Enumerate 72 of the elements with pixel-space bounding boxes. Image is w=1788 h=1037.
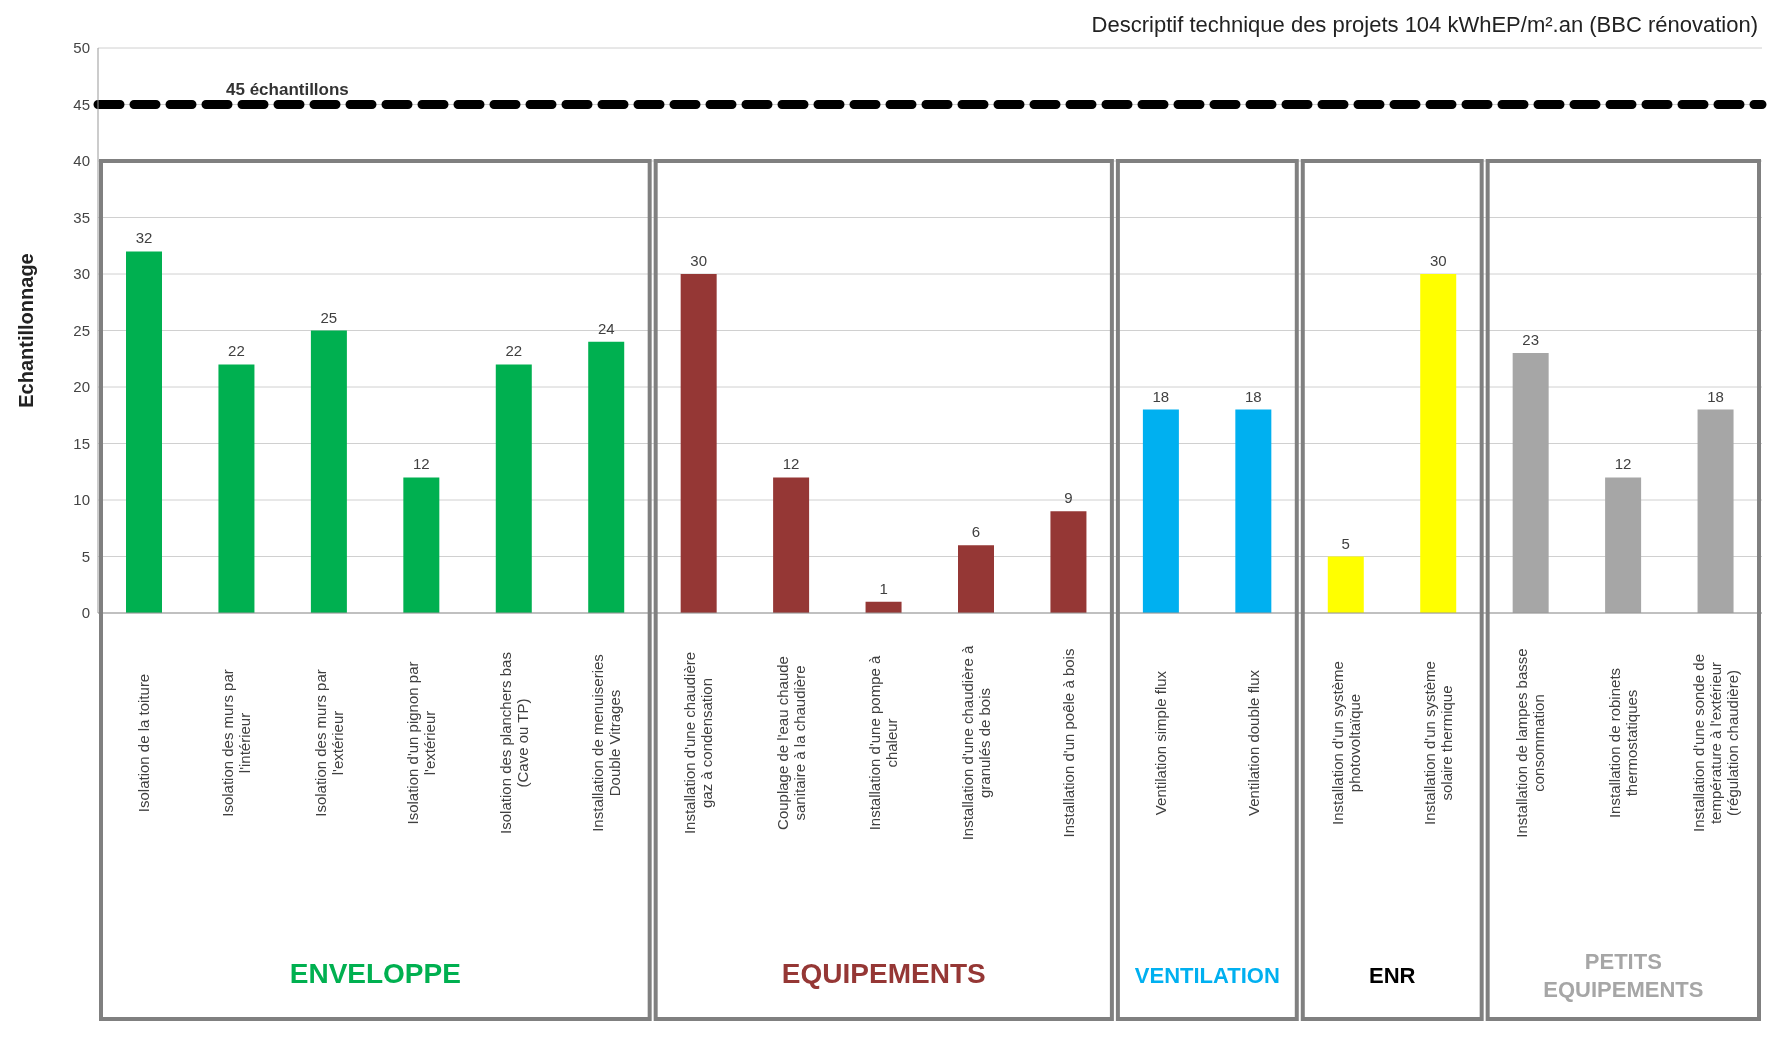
y-tick-label: 35 bbox=[73, 208, 90, 226]
data-label: 30 bbox=[690, 252, 708, 269]
y-tick-label: 40 bbox=[73, 152, 90, 170]
data-label: 6 bbox=[971, 523, 981, 541]
text: VENTILATION bbox=[1134, 963, 1280, 988]
bar bbox=[1697, 409, 1734, 613]
data-label: 18 bbox=[1707, 387, 1724, 405]
bar bbox=[310, 330, 347, 613]
y-tick-label: 15 bbox=[73, 434, 90, 452]
x-tick-label: Installation d'une pompe à chaleur bbox=[866, 655, 901, 831]
bar bbox=[495, 364, 532, 613]
text: EQUIPEMENTS bbox=[781, 958, 986, 989]
data-label: 25 bbox=[320, 308, 338, 326]
bar bbox=[1420, 274, 1457, 613]
data-label: 9 bbox=[1064, 489, 1073, 507]
data-label: 1 bbox=[879, 579, 888, 597]
bar bbox=[1050, 511, 1087, 613]
x-tick-label: Installation de lampes basse consommation bbox=[1513, 648, 1548, 838]
y-tick-label: 45 bbox=[73, 95, 90, 113]
y-tick-label: 25 bbox=[73, 321, 90, 339]
x-tick-label: Isolation des murs par l'intérieur bbox=[219, 669, 254, 817]
ref-line-label: 45 échantillons bbox=[226, 79, 349, 99]
text: ENVELOPPE bbox=[289, 958, 461, 989]
bar bbox=[588, 341, 625, 613]
bar bbox=[680, 274, 717, 613]
data-label: 18 bbox=[1244, 387, 1262, 405]
bar bbox=[403, 477, 440, 613]
y-axis-title: Echantillonnage bbox=[15, 253, 38, 408]
x-tick-label: Installation de robinets thermostatiques bbox=[1605, 667, 1640, 819]
text: ENR bbox=[1369, 963, 1416, 988]
y-tick-label: 30 bbox=[73, 265, 90, 283]
x-tick-label: Installation d'une chaudière gaz à condensation bbox=[681, 651, 716, 835]
y-tick-label: 20 bbox=[73, 378, 90, 396]
x-tick-label: Installation d'un système solaire thermique bbox=[1420, 661, 1455, 825]
bar bbox=[1327, 556, 1364, 613]
x-tick-label: Isolation d'un pignon par l'extérieur bbox=[404, 661, 439, 825]
y-tick-label: 50 bbox=[73, 39, 90, 57]
data-label: 30 bbox=[1429, 252, 1447, 269]
data-label: 12 bbox=[782, 455, 800, 473]
x-tick-label: Installation d'une chaudière à granulés de bois bbox=[958, 645, 993, 841]
bar bbox=[218, 364, 255, 613]
x-tick-label: Isolation de la toiture bbox=[135, 673, 153, 813]
bar bbox=[1605, 477, 1642, 613]
y-tick-label: 5 bbox=[81, 547, 90, 565]
x-tick-label: Ventilation double flux bbox=[1244, 669, 1262, 816]
x-tick-label: Installation de menuiseries Double Vitrages bbox=[588, 654, 623, 832]
x-tick-label: Couplage de l'eau chaude sanitaire à la chaudière bbox=[773, 656, 808, 830]
data-label: 32 bbox=[135, 229, 153, 247]
x-tick-label: Installation d'un système photovoltaïque bbox=[1328, 661, 1363, 825]
bar bbox=[773, 477, 810, 613]
x-tick-label: Installation d'une sonde de température à l'extérieur (régulation chaudière) bbox=[1689, 653, 1741, 833]
bar bbox=[126, 251, 162, 613]
bar bbox=[1235, 409, 1272, 613]
bar bbox=[958, 545, 994, 613]
chart-title: Descriptif technique des projets 104 kWhEP/m².an (BBC rénovation) bbox=[1091, 12, 1758, 38]
bar bbox=[1512, 353, 1549, 613]
text: PETITS EQUIPEMENTS bbox=[1543, 949, 1704, 1002]
data-label: 12 bbox=[412, 455, 430, 473]
data-label: 18 bbox=[1152, 387, 1170, 405]
bar bbox=[1142, 409, 1179, 613]
x-tick-label: Isolation des planchers bas (Cave ou TP) bbox=[496, 652, 531, 834]
x-tick-label: Installation d'un poêle à bois bbox=[1059, 648, 1077, 838]
x-tick-label: Ventilation simple flux bbox=[1152, 670, 1170, 816]
data-label: 23 bbox=[1522, 331, 1540, 349]
data-label: 12 bbox=[1614, 455, 1632, 473]
data-label: 24 bbox=[597, 319, 615, 337]
x-tick-label: Isolation des murs par l'extérieur bbox=[311, 669, 346, 817]
data-label: 22 bbox=[505, 342, 523, 360]
data-label: 22 bbox=[228, 342, 245, 360]
y-tick-label: 10 bbox=[73, 491, 90, 509]
y-tick-label: 0 bbox=[81, 604, 90, 622]
data-label: 5 bbox=[1341, 534, 1350, 552]
